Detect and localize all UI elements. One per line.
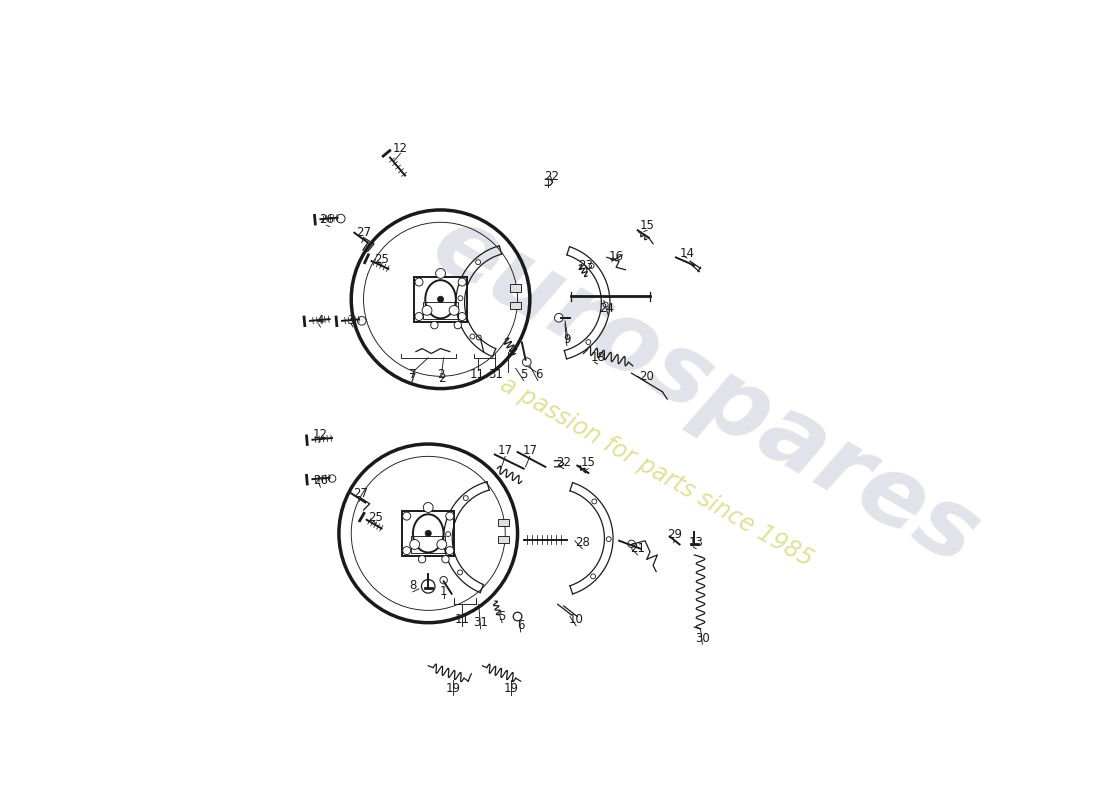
Circle shape (458, 313, 466, 321)
Circle shape (454, 322, 462, 329)
Circle shape (514, 612, 521, 621)
Text: 21: 21 (630, 542, 646, 555)
Text: 7: 7 (409, 372, 417, 385)
Circle shape (628, 540, 635, 547)
Text: 2: 2 (438, 372, 446, 385)
Text: 19: 19 (504, 682, 519, 695)
Circle shape (403, 512, 410, 520)
Circle shape (586, 339, 591, 345)
Text: 15: 15 (581, 456, 596, 469)
Circle shape (415, 313, 424, 321)
FancyBboxPatch shape (498, 518, 509, 526)
Circle shape (358, 317, 366, 325)
Text: 5: 5 (520, 368, 527, 381)
Circle shape (476, 335, 481, 340)
Text: 26: 26 (319, 213, 334, 226)
Circle shape (403, 546, 410, 554)
Circle shape (415, 278, 424, 286)
Circle shape (449, 306, 459, 315)
Text: 24: 24 (600, 302, 615, 315)
Text: 6: 6 (517, 619, 525, 632)
Text: 5: 5 (498, 610, 506, 623)
Text: 15: 15 (639, 219, 654, 232)
Circle shape (438, 296, 443, 302)
Text: 28: 28 (575, 536, 590, 549)
Text: a passion for parts since 1985: a passion for parts since 1985 (496, 372, 816, 571)
Text: 7: 7 (409, 368, 417, 381)
Circle shape (437, 539, 447, 550)
Circle shape (606, 537, 612, 542)
Circle shape (425, 530, 431, 537)
Text: 16: 16 (608, 250, 624, 262)
Text: 29: 29 (667, 528, 682, 541)
Text: 1: 1 (440, 586, 448, 598)
Text: 3: 3 (348, 314, 355, 327)
Circle shape (446, 532, 451, 537)
Circle shape (421, 579, 434, 593)
Text: 25: 25 (368, 511, 383, 525)
Text: 11: 11 (454, 613, 470, 626)
Text: 12: 12 (312, 428, 328, 442)
Text: 9: 9 (563, 333, 571, 346)
Circle shape (418, 555, 426, 563)
Text: 2: 2 (437, 368, 444, 381)
Circle shape (458, 296, 463, 301)
Circle shape (446, 546, 454, 554)
Text: 10: 10 (569, 613, 583, 626)
Text: 17: 17 (497, 444, 513, 457)
Circle shape (337, 214, 345, 223)
Text: 8: 8 (409, 579, 417, 592)
Text: 6: 6 (536, 368, 543, 381)
Text: 13: 13 (689, 536, 704, 549)
Text: 25: 25 (375, 253, 389, 266)
FancyBboxPatch shape (510, 285, 521, 292)
Text: 23: 23 (578, 259, 593, 272)
Circle shape (590, 263, 594, 268)
Circle shape (446, 512, 454, 520)
Text: 22: 22 (557, 456, 571, 469)
Circle shape (475, 260, 481, 265)
Text: 26: 26 (312, 474, 328, 487)
Text: 31: 31 (473, 616, 488, 629)
Circle shape (422, 306, 432, 315)
Text: 27: 27 (356, 226, 371, 239)
Circle shape (409, 539, 419, 550)
Circle shape (329, 475, 336, 482)
Text: 18: 18 (591, 351, 605, 364)
Circle shape (442, 555, 449, 563)
Text: 19: 19 (446, 682, 461, 695)
Text: 31: 31 (488, 368, 504, 381)
FancyBboxPatch shape (498, 536, 509, 543)
Text: 11: 11 (470, 368, 485, 381)
Circle shape (436, 269, 446, 278)
Text: 27: 27 (353, 487, 369, 500)
Text: 22: 22 (543, 170, 559, 182)
Text: 4: 4 (317, 314, 324, 327)
Text: eurospares: eurospares (416, 198, 996, 586)
Circle shape (522, 358, 531, 366)
Circle shape (458, 278, 466, 286)
Circle shape (463, 496, 469, 501)
Text: 20: 20 (639, 370, 654, 382)
Text: 30: 30 (695, 631, 710, 645)
FancyBboxPatch shape (510, 302, 521, 309)
Text: 14: 14 (680, 246, 694, 259)
Circle shape (431, 322, 438, 329)
Circle shape (603, 302, 608, 307)
Circle shape (470, 334, 475, 339)
Text: 17: 17 (522, 444, 538, 457)
Circle shape (424, 502, 433, 513)
Circle shape (440, 577, 448, 584)
Circle shape (458, 570, 462, 575)
Text: 12: 12 (393, 142, 408, 155)
Circle shape (591, 574, 595, 579)
Circle shape (554, 314, 563, 322)
Circle shape (592, 499, 596, 504)
